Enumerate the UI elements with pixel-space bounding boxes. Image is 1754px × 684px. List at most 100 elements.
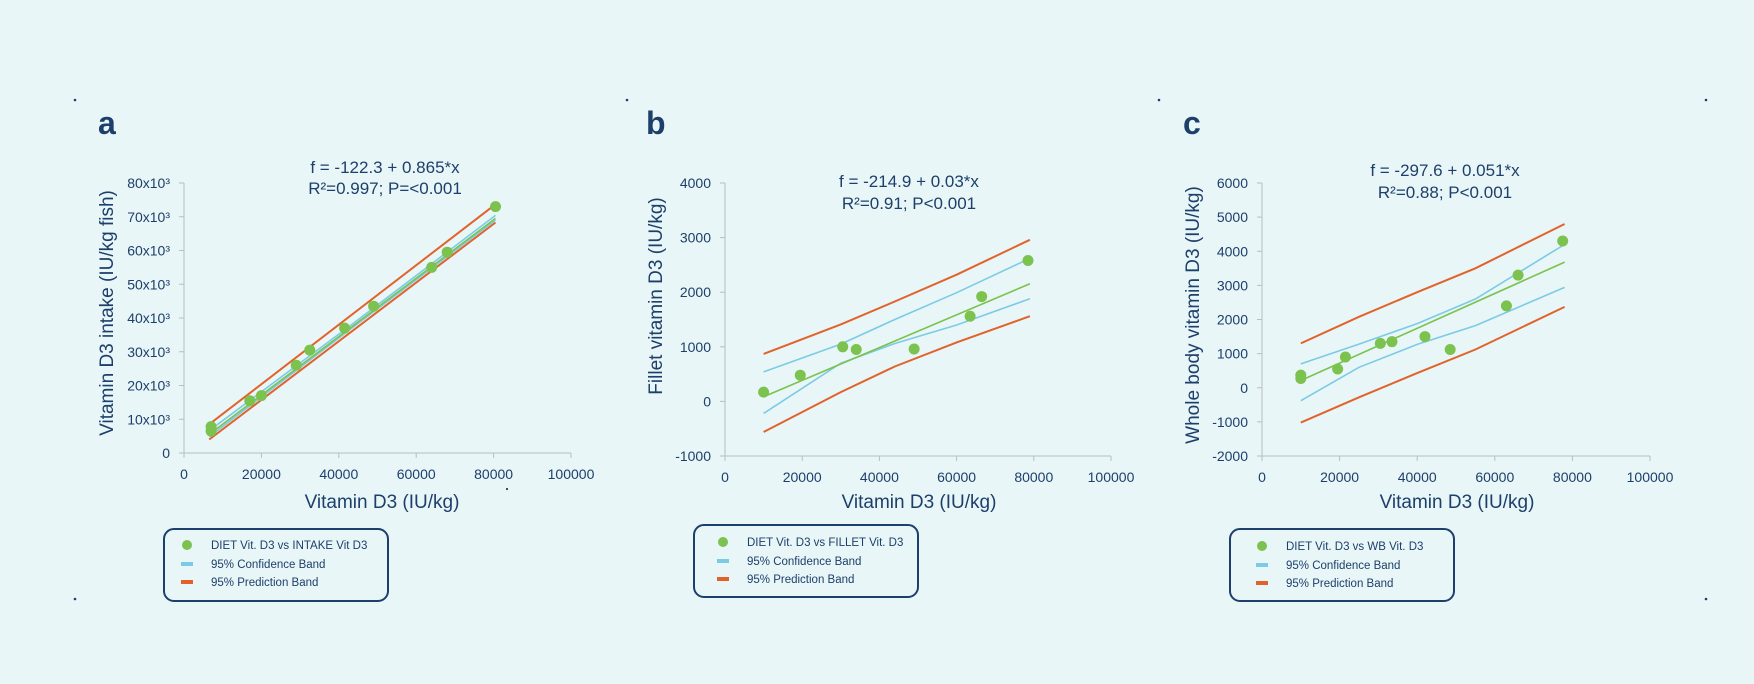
- x-axis-title: Vitamin D3 (IU/kg): [1380, 492, 1535, 513]
- y-tick-label: 1000: [1217, 346, 1248, 362]
- prediction-band-upper: [1300, 223, 1566, 345]
- x-tick-label: 100000: [1627, 469, 1674, 485]
- x-tick-label: 80000: [474, 466, 513, 482]
- prediction-band-lower: [208, 221, 497, 441]
- legend-label-data-points: DIET Vit. D3 vs WB Vit. D3: [1286, 541, 1423, 553]
- x-tick-label: 100000: [548, 466, 595, 482]
- y-tick-label: 1000: [680, 339, 711, 355]
- r-squared: R²=0.91; P<0.001: [842, 194, 976, 213]
- legend-box: [1229, 528, 1455, 602]
- regression-line: [1300, 261, 1565, 382]
- y-tick-label: 4000: [1217, 243, 1248, 259]
- legend-marker-data-points: [718, 537, 728, 547]
- data-point: [1557, 235, 1569, 247]
- y-tick-label: -1000: [675, 448, 711, 464]
- data-point: [976, 291, 988, 303]
- data-point: [908, 343, 920, 355]
- data-point: [1332, 363, 1344, 375]
- y-tick-label: 50x10³: [127, 276, 170, 292]
- x-tick-label: 40000: [1398, 469, 1437, 485]
- y-tick-label: 4000: [680, 175, 711, 191]
- x-axis-title: Vitamin D3 (IU/kg): [842, 492, 997, 513]
- r-squared: R²=0.997; P=<0.001: [308, 179, 462, 198]
- data-point: [290, 359, 302, 371]
- data-point: [1444, 344, 1456, 356]
- data-point: [441, 246, 453, 258]
- plot-area: 0 20000 40000 60000 80000 100000 -1000 0 1000 200…: [675, 175, 1134, 485]
- x-tick-label: 80000: [1014, 469, 1053, 485]
- confidence-band-lower: [1300, 286, 1565, 402]
- legend-box: [693, 524, 919, 598]
- plot-area: 0 20000 40000 60000 80000 100000 -2000 -1000 0 10…: [1212, 175, 1673, 485]
- data-point: [850, 344, 862, 356]
- stray-mark: [505, 487, 509, 491]
- corner-mark-top-right: [1704, 98, 1708, 102]
- data-point: [837, 341, 849, 353]
- corner-mark-bottom-left: [73, 597, 77, 601]
- data-point: [1374, 337, 1386, 349]
- x-tick-label: 40000: [860, 469, 899, 485]
- y-tick-label: 5000: [1217, 209, 1248, 225]
- y-tick-label: -2000: [1212, 448, 1248, 464]
- y-tick-label: 0: [162, 445, 170, 461]
- regression-line: [763, 282, 1031, 398]
- y-tick-label: 3000: [680, 230, 711, 246]
- legend-label-confidence-band: 95% Confidence Band: [1286, 560, 1400, 572]
- y-tick-label: 0: [1240, 380, 1248, 396]
- y-tick-label: 40x10³: [127, 310, 170, 326]
- panel-c: c f = -297.6 + 0.051*x R²=0.88; P<0.001 …: [1183, 105, 1674, 602]
- prediction-band-upper: [208, 203, 497, 426]
- y-tick-label: 6000: [1217, 175, 1248, 191]
- equation: f = -214.9 + 0.03*x: [839, 172, 979, 191]
- confidence-band-lower: [763, 298, 1031, 415]
- equation: f = -122.3 + 0.865*x: [310, 158, 460, 177]
- x-tick-label: 0: [180, 466, 188, 482]
- y-tick-label: 60x10³: [127, 243, 170, 259]
- corner-mark-top-middle-left: [625, 98, 629, 102]
- y-tick-label: 2000: [680, 284, 711, 300]
- data-point: [1419, 331, 1431, 343]
- x-tick-label: 0: [721, 469, 729, 485]
- y-axis-title: Whole body vitamin D3 (IU/kg): [1183, 186, 1204, 444]
- legend: DIET Vit. D3 vs WB Vit. D3 95% Confidenc…: [1229, 528, 1455, 602]
- y-axis-title: Vitamin D3 intake (IU/kg fish): [97, 190, 118, 436]
- panel-b: b f = -214.9 + 0.03*x R²=0.91; P<0.001 0…: [646, 105, 1135, 598]
- data-point: [1500, 300, 1512, 312]
- prediction-band-lower: [763, 315, 1031, 433]
- confidence-band-upper: [1300, 243, 1566, 365]
- data-point: [1295, 369, 1307, 381]
- data-point: [1339, 351, 1351, 363]
- y-tick-label: 20x10³: [127, 378, 170, 394]
- data-point: [490, 201, 502, 213]
- y-tick-label: 10x10³: [127, 411, 170, 427]
- x-tick-label: 60000: [1475, 469, 1514, 485]
- y-tick-label: -1000: [1212, 414, 1248, 430]
- legend: DIET Vit. D3 vs FILLET Vit. D3 95% Confi…: [693, 524, 919, 598]
- x-tick-label: 20000: [783, 469, 822, 485]
- legend-label-data-points: DIET Vit. D3 vs INTAKE Vit D3: [211, 540, 367, 552]
- y-tick-label: 2000: [1217, 312, 1248, 328]
- data-point: [1512, 269, 1524, 281]
- data-point: [794, 369, 806, 381]
- data-point: [426, 261, 438, 273]
- data-point: [368, 300, 380, 312]
- y-tick-label: 0: [703, 393, 711, 409]
- data-point: [304, 344, 316, 356]
- plot-area: 0 20000 40000 60000 80000 100000 0 10x10³ 20x10³…: [127, 175, 594, 482]
- prediction-band-lower: [1300, 305, 1566, 424]
- x-tick-label: 40000: [319, 466, 358, 482]
- legend-label-confidence-band: 95% Confidence Band: [747, 556, 861, 568]
- legend-label-prediction-band: 95% Prediction Band: [1286, 578, 1393, 590]
- corner-mark-bottom-right: [1704, 597, 1708, 601]
- legend: DIET Vit. D3 vs INTAKE Vit D3 95% Confid…: [163, 528, 389, 602]
- x-tick-label: 60000: [397, 466, 436, 482]
- y-axis-title: Fillet vitamin D3 (IU/kg): [646, 197, 667, 394]
- data-point: [205, 421, 217, 433]
- x-tick-label: 20000: [1320, 469, 1359, 485]
- panel-letter: b: [646, 105, 666, 141]
- legend-marker-data-points: [182, 540, 192, 550]
- corner-mark-top-middle-right: [1157, 98, 1161, 102]
- panel-letter: c: [1183, 105, 1201, 141]
- corner-mark-top-left: [73, 98, 77, 102]
